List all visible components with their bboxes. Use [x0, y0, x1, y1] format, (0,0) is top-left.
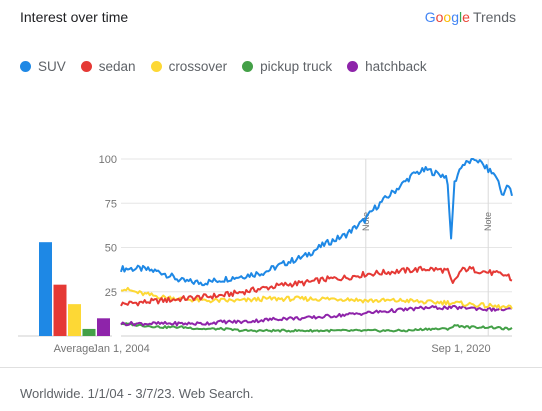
average-label: Average	[54, 343, 95, 355]
legend-label: sedan	[98, 58, 136, 74]
y-tick-label: 75	[105, 198, 117, 210]
legend-item-pickup-truck[interactable]: pickup truck	[242, 59, 332, 74]
footer-text: Worldwide. 1/1/04 - 3/7/23. Web Search.	[20, 386, 254, 401]
series-line-SUV	[120, 158, 513, 287]
note-marker-label: Note	[483, 212, 493, 231]
average-bar-pickup-truck	[82, 328, 96, 336]
legend-item-hatchback[interactable]: hatchback	[347, 59, 427, 74]
chart-title: Interest over time	[20, 9, 129, 25]
google-logo-letter: e	[462, 9, 470, 25]
legend-color-dot	[20, 60, 31, 72]
series-line-pickup-truck	[120, 322, 513, 333]
legend-color-dot	[80, 60, 92, 72]
series-line-hatchback	[120, 304, 513, 327]
x-tick-label: Sep 1, 2020	[431, 343, 490, 355]
chart-header: Interest over time Google Trends	[0, 0, 542, 36]
series-line-sedan	[120, 265, 513, 307]
chart-legend: SUV sedan crossover pickup truck hatchback	[20, 57, 442, 75]
legend-label: SUV	[38, 58, 66, 74]
google-trends-logo: Google Trends	[425, 9, 516, 25]
trends-logo-text: Trends	[472, 9, 516, 25]
legend-color-dot	[347, 60, 359, 72]
legend-item-sedan[interactable]: sedan	[80, 58, 136, 74]
average-bar-hatchback	[97, 318, 110, 336]
y-tick-label: 100	[99, 154, 117, 166]
y-tick-label: 25	[105, 287, 117, 299]
legend-label: hatchback	[365, 58, 427, 74]
google-logo-letter: o	[443, 9, 452, 25]
legend-label: pickup truck	[260, 58, 333, 74]
legend-color-dot	[242, 60, 254, 72]
legend-color-dot	[150, 60, 162, 72]
legend-item-SUV[interactable]: SUV	[20, 59, 66, 74]
google-logo-letter: G	[424, 9, 436, 25]
google-logo-letter: g	[451, 9, 460, 25]
y-tick-label: 50	[105, 243, 117, 255]
google-logo-letter: o	[435, 9, 444, 25]
average-bar-sedan	[53, 284, 67, 336]
google-logo-text: Google	[425, 9, 470, 25]
average-bar-SUV	[39, 242, 52, 336]
average-bar-crossover	[68, 304, 81, 336]
legend-label: crossover	[168, 58, 228, 74]
chart-footer: Worldwide. 1/1/04 - 3/7/23. Web Search.	[0, 367, 542, 411]
google-logo-letter: l	[459, 9, 463, 25]
legend-item-crossover[interactable]: crossover	[150, 58, 228, 74]
x-tick-label: Jan 1, 2004	[92, 343, 150, 355]
